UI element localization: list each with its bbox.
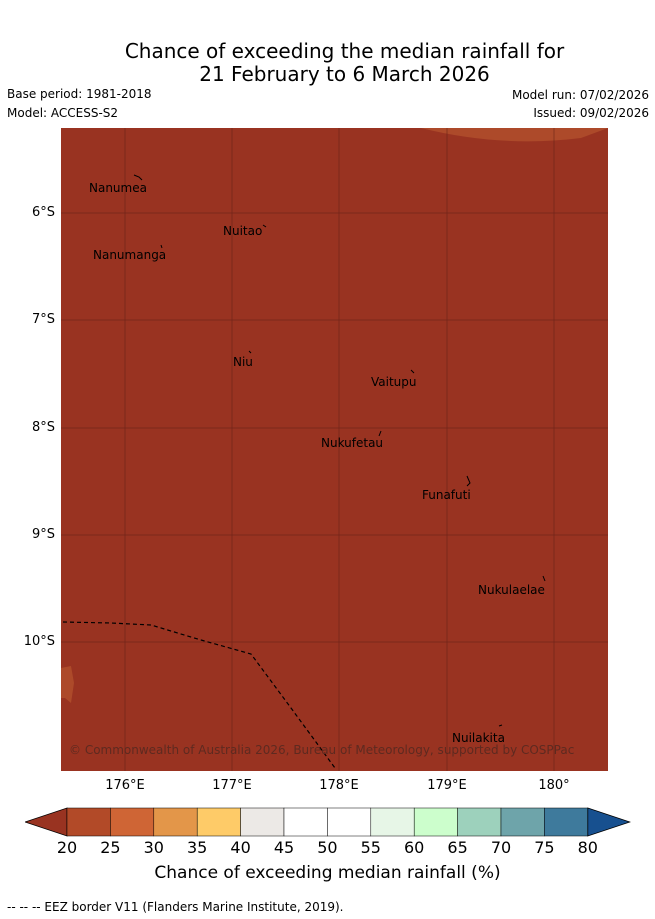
colorbar-segment <box>283 807 328 837</box>
colorbar-tick: 55 <box>360 838 381 857</box>
colorbar-tick: 45 <box>273 838 295 857</box>
map-title: Chance of exceeding the median rainfall … <box>0 40 655 86</box>
copyright-notice: © Commonwealth of Australia 2026, Bureau… <box>69 743 574 757</box>
colorbar-tick: 80 <box>577 838 598 857</box>
place-label-niu: Niu <box>233 355 253 369</box>
place-label-nuilakita: Nuilakita <box>452 731 505 745</box>
model-run: Model run: 07/02/2026 <box>511 88 649 102</box>
island-nukufetau <box>378 430 382 437</box>
colorbar-tick: 70 <box>490 838 512 857</box>
lat-label-9s: 9°S <box>31 527 55 542</box>
island-niu <box>248 350 252 354</box>
colorbar-arrow-high <box>587 807 631 837</box>
lon-label-180: 180° <box>538 778 570 793</box>
colorbar-title: Chance of exceeding median rainfall (%) <box>154 863 501 883</box>
colorbar-segment <box>544 807 589 837</box>
rainfall-map: Nanumea Nuitao Nanumanga Niu Vaitupu Nuk… <box>61 128 608 771</box>
islands <box>133 174 546 727</box>
colorbar-tick: 30 <box>143 838 164 857</box>
place-label-nukulaelae: Nukulaelae <box>478 583 545 597</box>
model-name: Model: ACCESS-S2 <box>7 106 119 120</box>
lon-label-177: 177°E <box>212 778 252 793</box>
place-label-nuitao: Nuitao <box>223 224 262 238</box>
colorbar-segment <box>110 807 155 837</box>
colorbar-tick: 40 <box>230 838 251 857</box>
colorbar-arrow-low <box>25 807 68 837</box>
island-nanumea <box>133 174 143 181</box>
graticule <box>61 128 608 771</box>
island-nuitao <box>262 224 267 228</box>
colorbar-tick: 25 <box>100 838 121 857</box>
place-label-vaitupu: Vaitupu <box>371 375 417 389</box>
eez-border <box>62 621 336 769</box>
colorbar-tick: 65 <box>447 838 468 857</box>
lat-label-7s: 7°S <box>31 312 55 327</box>
place-label-funafuti: Funafuti <box>422 488 471 502</box>
colorbar-segment <box>240 807 285 837</box>
island-vaitupu <box>410 369 415 374</box>
map-background <box>61 128 608 771</box>
colorbar-segment <box>66 807 111 837</box>
place-label-nukufetau: Nukufetau <box>321 436 383 450</box>
island-nukulaelae <box>542 575 546 582</box>
lat-label-6s: 6°S <box>31 205 55 220</box>
island-nanumanga <box>160 244 163 249</box>
colorbar-segment <box>457 807 502 837</box>
colorbar-tick: 75 <box>534 838 555 857</box>
eez-legend: -- -- -- EEZ border V11 (Flanders Marine… <box>7 900 344 914</box>
colorbar-segment <box>196 807 241 837</box>
place-label-nanumanga: Nanumanga <box>93 248 166 262</box>
lat-label-8s: 8°S <box>31 420 55 435</box>
lat-label-10s: 10°S <box>23 634 55 649</box>
colorbar-tick: 50 <box>317 838 338 857</box>
colorbar-tick: 35 <box>187 838 208 857</box>
colorbar-segment <box>153 807 198 837</box>
base-period: Base period: 1981-2018 <box>7 87 152 101</box>
colorbar-tick: 20 <box>56 838 78 857</box>
lon-label-178: 178°E <box>319 778 359 793</box>
colorbar-segment <box>500 807 545 837</box>
title-line-1: Chance of exceeding the median rainfall … <box>124 39 565 63</box>
colorbar-segment <box>370 807 415 837</box>
place-labels: Nanumea Nuitao Nanumanga Niu Vaitupu Nuk… <box>89 181 545 745</box>
probability-region-lighter <box>421 128 608 142</box>
colorbar-segment <box>327 807 372 837</box>
island-nuilakita <box>498 724 503 727</box>
colorbar <box>25 807 631 837</box>
place-label-nanumea: Nanumea <box>89 181 147 195</box>
island-funafuti <box>466 475 471 487</box>
colorbar-segment <box>413 807 458 837</box>
lon-label-176: 176°E <box>105 778 145 793</box>
title-line-2: 21 February to 6 March 2026 <box>199 62 490 86</box>
colorbar-tick: 60 <box>404 838 425 857</box>
issued-date: Issued: 09/02/2026 <box>533 106 649 120</box>
lon-label-179: 179°E <box>427 778 467 793</box>
probability-region-lighter-small <box>61 666 74 703</box>
